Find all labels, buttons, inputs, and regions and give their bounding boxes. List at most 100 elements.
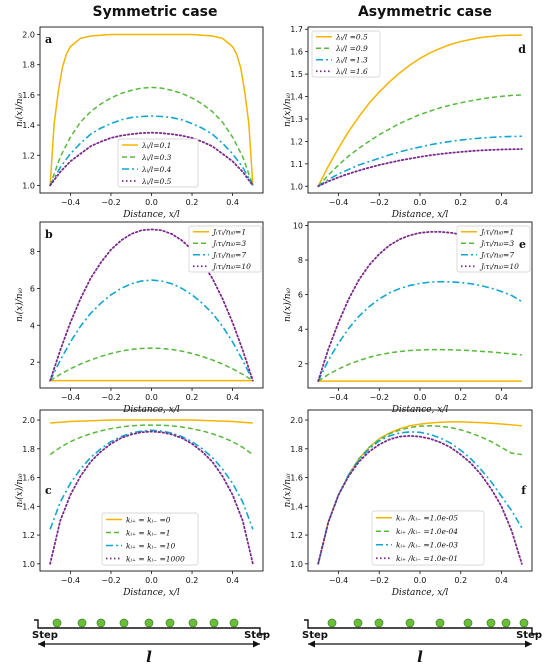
panel-letter: d: [518, 43, 526, 56]
legend-label: kᵢ₊ /kᵢ₋ =1.0e-05: [396, 514, 458, 523]
panel-letter: f: [521, 484, 527, 497]
series-line-1: [50, 419, 253, 424]
step-profile: [304, 619, 538, 635]
x-axis-label: Distance, x/l: [122, 210, 180, 220]
title-asymmetric: Asymmetric case: [357, 4, 493, 20]
adatom-dot: [188, 618, 198, 628]
step-label-right: Step: [244, 630, 270, 641]
adatom-dot: [144, 618, 154, 628]
adatom-dot: [435, 618, 445, 628]
length-arrow-head-left: [38, 640, 45, 648]
y-tick-label: 1.2: [22, 531, 35, 540]
panel-letter: a: [45, 33, 52, 46]
series-line-4: [317, 148, 523, 188]
step-label-left: Step: [32, 630, 58, 641]
y-tick-label: 1.0: [290, 182, 303, 191]
length-label: l: [417, 648, 423, 666]
y-tick-label: 4: [298, 325, 303, 334]
x-tick-label: −0.4: [61, 198, 80, 207]
series-line-4: [49, 430, 254, 565]
series-line-1: [317, 34, 522, 187]
legend-label: λᵢ/l=0.5: [141, 177, 172, 186]
x-tick-label: −0.2: [101, 393, 120, 402]
adatom-dot: [165, 618, 175, 628]
x-tick-label: 0.4: [226, 576, 239, 585]
x-tick-label: −0.2: [370, 198, 389, 207]
x-tick-label: −0.2: [370, 576, 389, 585]
panel-letter: e: [519, 238, 526, 251]
series-line-2: [317, 94, 522, 187]
x-tick-label: 0.0: [414, 576, 427, 585]
series-line-2: [49, 347, 254, 382]
x-tick-label: −0.4: [329, 393, 348, 402]
legend-label: kᵢ₊ = kᵢ₋ =10: [126, 541, 176, 550]
y-tick-label: 8: [298, 256, 303, 265]
x-tick-label: 0.0: [145, 198, 158, 207]
y-tick-label: 1.7: [290, 25, 303, 34]
panel-d: −0.4 −0.2 0.0 0.2 0.4 1.0 1.1 1.2 1.3 1.4 1.5 1.6 1.…: [282, 25, 533, 220]
x-tick-label: −0.4: [61, 576, 80, 585]
y-tick-label: 1.2: [290, 137, 303, 146]
x-axis-label: Distance, x/l: [122, 588, 180, 598]
y-tick-label: 2.0: [290, 416, 303, 425]
y-tick-label: 1.6: [22, 91, 35, 100]
x-axis-label: Distance, x/l: [391, 588, 449, 598]
y-axis-label: nᵢ(x)/nᵢ₀: [14, 93, 25, 127]
y-axis-label: nᵢ(x)/nᵢ₀: [282, 288, 293, 322]
series-line-2: [49, 424, 254, 456]
y-axis-label: nᵢ(x)/nᵢ₀: [14, 473, 25, 507]
y-tick-label: 6: [30, 284, 35, 293]
x-tick-label: 0.4: [495, 198, 508, 207]
x-tick-label: 0.2: [186, 393, 199, 402]
series-line-2: [317, 348, 522, 382]
series-line-4: [317, 434, 523, 565]
adatom-dot: [519, 618, 529, 628]
legend-label: Jᵢτᵢ/nᵢ₀=7: [211, 251, 246, 260]
x-tick-label: 0.2: [186, 198, 199, 207]
x-tick-label: 0.4: [495, 576, 508, 585]
y-tick-label: 1.0: [22, 560, 35, 569]
y-axis-label: nᵢ(x)/nᵢ₀: [14, 288, 25, 322]
legend-label: kᵢ₊ = kᵢ₋ =0: [126, 515, 171, 524]
step-label-right: Step: [516, 630, 542, 641]
legend-box: [371, 510, 485, 566]
adatom-dot: [501, 618, 511, 628]
x-axis-label: Distance, x/l: [391, 210, 449, 220]
legend-label: Jᵢτᵢ/nᵢ₀=3: [211, 239, 246, 248]
legend-label: λᵢ/l=0.4: [141, 165, 172, 174]
y-tick-label: 2: [298, 360, 303, 369]
adatom-dot: [209, 618, 219, 628]
y-tick-label: 1.0: [290, 560, 303, 569]
series-line-3: [49, 279, 254, 381]
y-tick-label: 1.8: [22, 61, 35, 70]
x-tick-label: −0.2: [370, 393, 389, 402]
y-tick-label: 1.6: [290, 474, 303, 483]
step-profile: [34, 619, 266, 635]
legend-label: λᵢ/l=0.1: [141, 141, 171, 150]
adatom-dot: [374, 618, 384, 628]
series-line-4: [49, 131, 254, 187]
adatom-dot: [463, 618, 473, 628]
legend-label: kᵢ₊ = kᵢ₋ =1: [126, 528, 171, 537]
legend-label: Jᵢτᵢ/nᵢ₀=3: [479, 239, 514, 248]
series-line-1: [49, 33, 254, 186]
length-arrow-head-right: [253, 640, 260, 648]
x-tick-label: 0.0: [145, 393, 158, 402]
y-tick-label: 1.4: [22, 121, 35, 130]
x-tick-label: −0.2: [101, 198, 120, 207]
y-tick-label: 2: [30, 358, 35, 367]
legend-label: λᵢ/l =1.6: [335, 67, 368, 76]
series-line-3: [317, 135, 522, 187]
x-tick-label: 0.2: [454, 393, 467, 402]
legend-label: Jᵢτᵢ/nᵢ₀=10: [211, 262, 251, 271]
legend-label: λᵢ/l =0.5: [335, 33, 368, 42]
series-line-3: [317, 280, 523, 382]
length-arrow-head-right: [525, 640, 532, 648]
series-line-4: [49, 228, 254, 382]
legend-label: kᵢ₊ = kᵢ₋ =1000: [126, 554, 185, 563]
y-tick-label: 1.6: [22, 474, 35, 483]
y-tick-label: 1.8: [22, 445, 35, 454]
y-tick-label: 1.0: [22, 181, 35, 190]
